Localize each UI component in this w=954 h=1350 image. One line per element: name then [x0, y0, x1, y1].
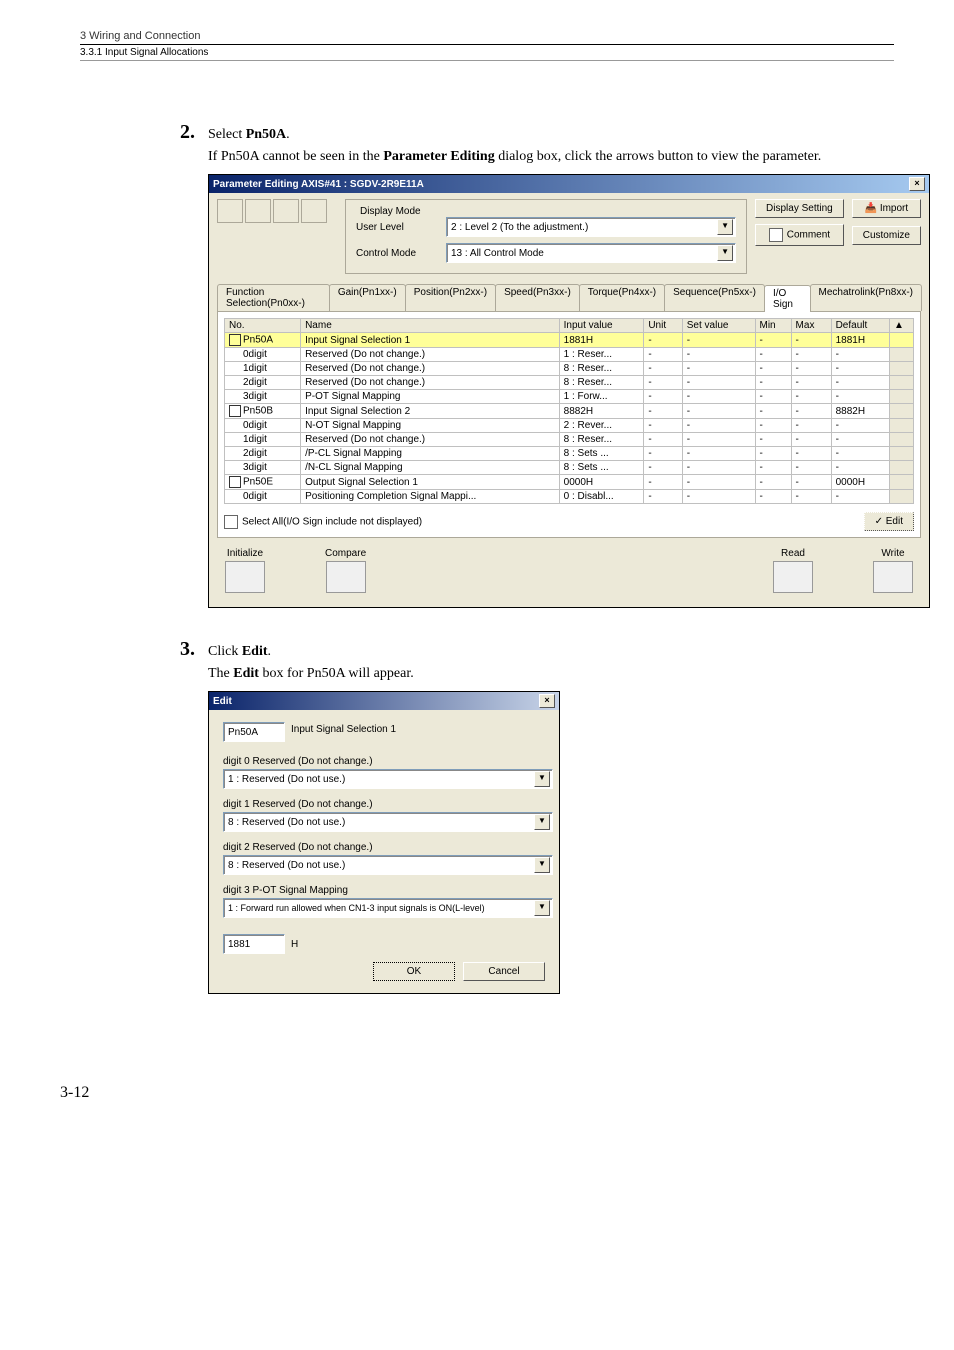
toolbar-button[interactable] — [273, 199, 299, 223]
table-row[interactable]: 2digitReserved (Do not change.)8 : Reser… — [225, 376, 914, 390]
column-header: Unit — [644, 319, 682, 333]
param-no-field: Pn50A — [223, 722, 285, 742]
cancel-button[interactable]: Cancel — [463, 962, 545, 981]
title-bar: Edit × — [209, 692, 559, 710]
chevron-down-icon: ▼ — [534, 900, 550, 916]
close-icon[interactable]: × — [539, 694, 555, 708]
ok-button[interactable]: OK — [373, 962, 455, 981]
hex-label: H — [291, 939, 298, 950]
chapter-header: 3 Wiring and Connection — [80, 30, 894, 42]
close-icon[interactable]: × — [909, 177, 925, 191]
column-header: Set value — [682, 319, 755, 333]
parameter-table: No.NameInput valueUnitSet valueMinMaxDef… — [224, 318, 914, 504]
chevron-down-icon: ▼ — [717, 219, 733, 235]
page-number: 3-12 — [60, 1084, 894, 1102]
chevron-down-icon: ▼ — [534, 771, 550, 787]
table-row[interactable]: 1digitReserved (Do not change.)8 : Reser… — [225, 362, 914, 376]
digit0-label: digit 0 Reserved (Do not change.) — [223, 756, 545, 767]
column-header: Input value — [559, 319, 644, 333]
table-row[interactable]: Pn50BInput Signal Selection 28882H----88… — [225, 404, 914, 419]
step-title: Click Edit. — [208, 644, 271, 660]
table-row[interactable]: 0digitN-OT Signal Mapping2 : Rever...---… — [225, 419, 914, 433]
table-row[interactable]: 1digitReserved (Do not change.)8 : Reser… — [225, 433, 914, 447]
table-row[interactable]: 0digitPositioning Completion Signal Mapp… — [225, 490, 914, 504]
select-all-checkbox[interactable] — [224, 515, 238, 529]
column-header: Name — [301, 319, 560, 333]
value-field: 1881 — [223, 934, 285, 954]
digit3-select[interactable]: 1 : Forward run allowed when CN1-3 input… — [223, 898, 553, 918]
toolbar-button[interactable] — [301, 199, 327, 223]
table-row[interactable]: 2digit/P-CL Signal Mapping8 : Sets ...--… — [225, 447, 914, 461]
tab-strip: Function Selection(Pn0xx-)Gain(Pn1xx-)Po… — [217, 284, 921, 311]
digit3-label: digit 3 P-OT Signal Mapping — [223, 885, 545, 896]
table-row[interactable]: Pn50AInput Signal Selection 11881H----18… — [225, 333, 914, 348]
chevron-down-icon: ▼ — [534, 857, 550, 873]
table-row[interactable]: 0digitReserved (Do not change.)1 : Reser… — [225, 348, 914, 362]
tab[interactable]: Sequence(Pn5xx-) — [664, 284, 765, 311]
tab[interactable]: Position(Pn2xx-) — [405, 284, 496, 311]
digit0-select[interactable]: 1 : Reserved (Do not use.)▼ — [223, 769, 553, 789]
column-header: Min — [755, 319, 791, 333]
read-button[interactable]: Read — [773, 548, 813, 593]
digit1-label: digit 1 Reserved (Do not change.) — [223, 799, 545, 810]
table-row[interactable]: 3digitP-OT Signal Mapping1 : Forw...----… — [225, 390, 914, 404]
dialog-title: Edit — [213, 696, 232, 707]
dialog-title: Parameter Editing AXIS#41 : SGDV-2R9E11A — [213, 179, 424, 190]
display-setting-button[interactable]: Display Setting — [755, 199, 844, 218]
parameter-editing-dialog: Parameter Editing AXIS#41 : SGDV-2R9E11A… — [208, 174, 930, 608]
compare-button[interactable]: Compare — [325, 548, 366, 593]
column-header: Default — [831, 319, 889, 333]
import-button[interactable]: 📥 Import — [852, 199, 921, 218]
chevron-down-icon: ▼ — [534, 814, 550, 830]
control-mode-select[interactable]: 13 : All Control Mode▼ — [446, 243, 736, 263]
tab[interactable]: Speed(Pn3xx-) — [495, 284, 580, 311]
section-header: 3.3.1 Input Signal Allocations — [80, 47, 894, 61]
step-number: 2. — [180, 121, 208, 144]
digit2-select[interactable]: 8 : Reserved (Do not use.)▼ — [223, 855, 553, 875]
display-mode-label: Display Mode — [356, 206, 425, 217]
control-mode-label: Control Mode — [356, 248, 436, 259]
param-name-label: Input Signal Selection 1 — [291, 722, 396, 742]
step-title: Select Pn50A. — [208, 127, 290, 143]
digit1-select[interactable]: 8 : Reserved (Do not use.)▼ — [223, 812, 553, 832]
toolbar-button[interactable] — [217, 199, 243, 223]
tab[interactable]: Gain(Pn1xx-) — [329, 284, 406, 311]
user-level-label: User Level — [356, 222, 436, 233]
tab[interactable]: I/O Sign — [764, 285, 811, 312]
step-body: If Pn50A cannot be seen in the Parameter… — [208, 148, 894, 166]
initialize-button[interactable]: Initialize — [225, 548, 265, 593]
column-header: Max — [791, 319, 831, 333]
toolbar-button[interactable] — [245, 199, 271, 223]
select-all-label: Select All(I/O Sign include not displaye… — [242, 516, 422, 527]
edit-dialog: Edit × Pn50A Input Signal Selection 1 di… — [208, 691, 560, 994]
step-number: 3. — [180, 638, 208, 661]
table-row[interactable]: 3digit/N-CL Signal Mapping8 : Sets ...--… — [225, 461, 914, 475]
user-level-select[interactable]: 2 : Level 2 (To the adjustment.)▼ — [446, 217, 736, 237]
title-bar: Parameter Editing AXIS#41 : SGDV-2R9E11A… — [209, 175, 929, 193]
edit-button[interactable]: ✓ Edit — [864, 512, 914, 531]
write-button[interactable]: Write — [873, 548, 913, 593]
column-header: No. — [225, 319, 301, 333]
tab[interactable]: Function Selection(Pn0xx-) — [217, 284, 330, 311]
tab[interactable]: Mechatrolink(Pn8xx-) — [810, 284, 922, 311]
step-body: The Edit box for Pn50A will appear. — [208, 665, 894, 683]
chevron-down-icon: ▼ — [717, 245, 733, 261]
tab[interactable]: Torque(Pn4xx-) — [579, 284, 665, 311]
digit2-label: digit 2 Reserved (Do not change.) — [223, 842, 545, 853]
comment-button[interactable]: Comment — [755, 224, 844, 246]
table-row[interactable]: Pn50EOutput Signal Selection 10000H----0… — [225, 475, 914, 490]
customize-button[interactable]: Customize — [852, 226, 921, 245]
